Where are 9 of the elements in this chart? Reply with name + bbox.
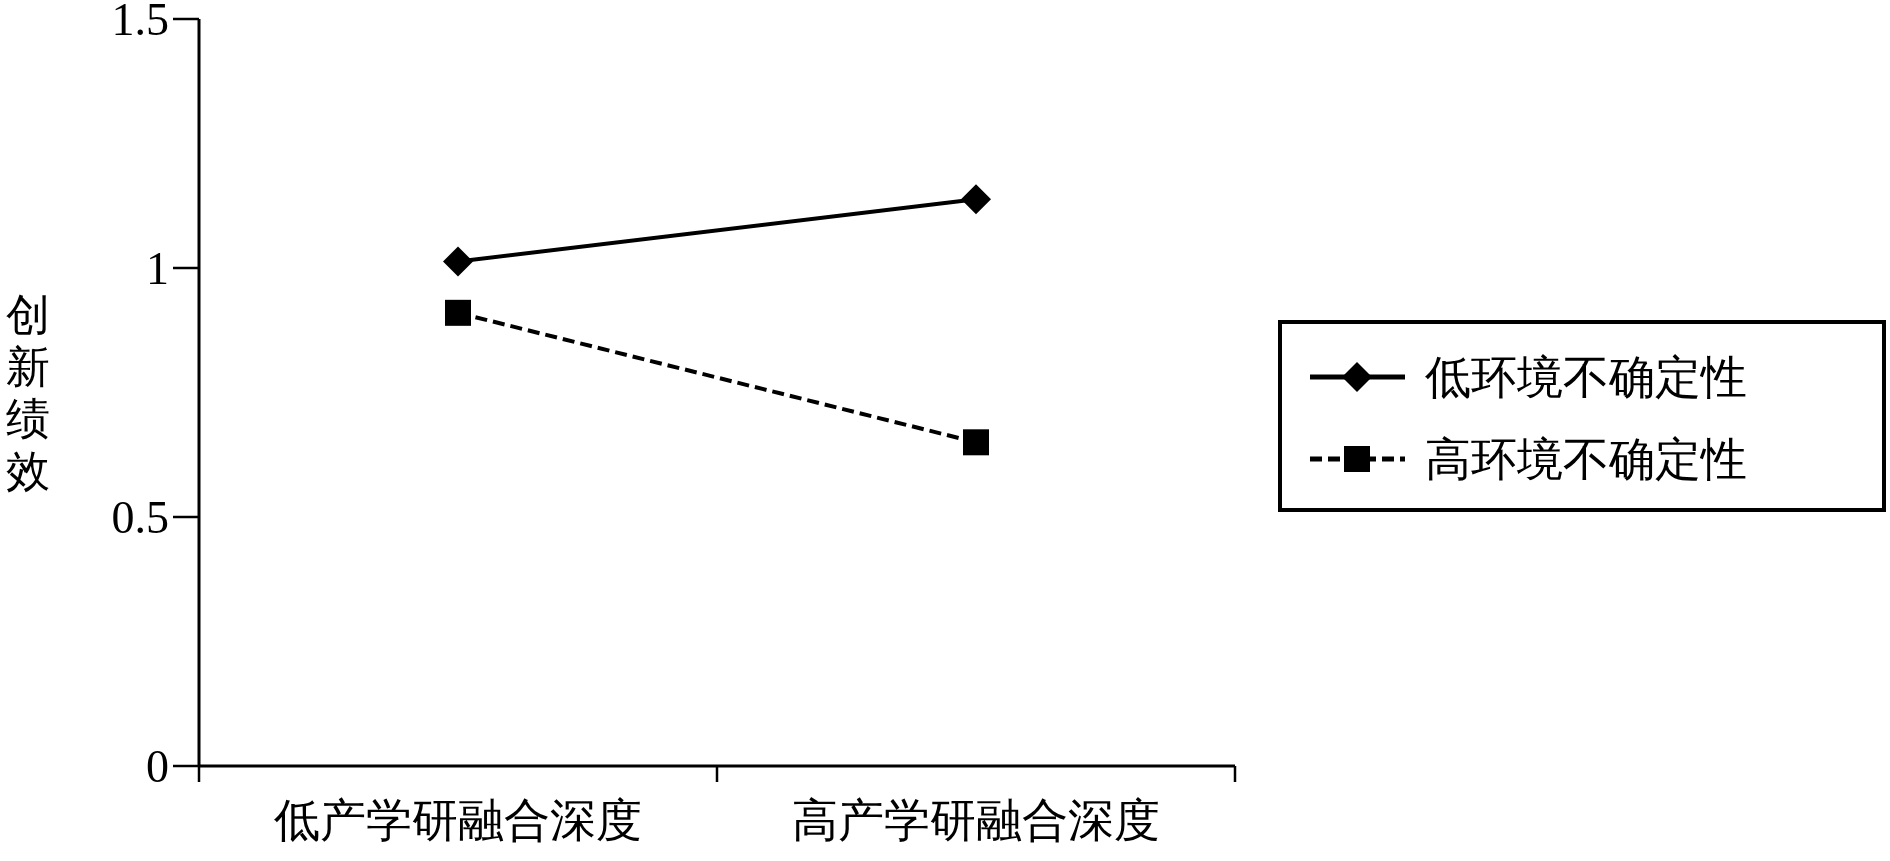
- y-tick-label: 1: [146, 242, 169, 294]
- y-tick-label: 0.5: [111, 491, 169, 543]
- legend-label: 高环境不确定性: [1425, 433, 1747, 485]
- x-tick-label: 低产学研融合深度: [274, 795, 642, 846]
- y-axis-title: 创新绩效: [6, 290, 50, 496]
- y-tick-label: 1.5: [111, 0, 169, 45]
- x-tick-label: 高产学研融合深度: [792, 795, 1160, 846]
- y-tick-label: 0: [146, 740, 169, 792]
- legend-label: 低环境不确定性: [1425, 351, 1747, 403]
